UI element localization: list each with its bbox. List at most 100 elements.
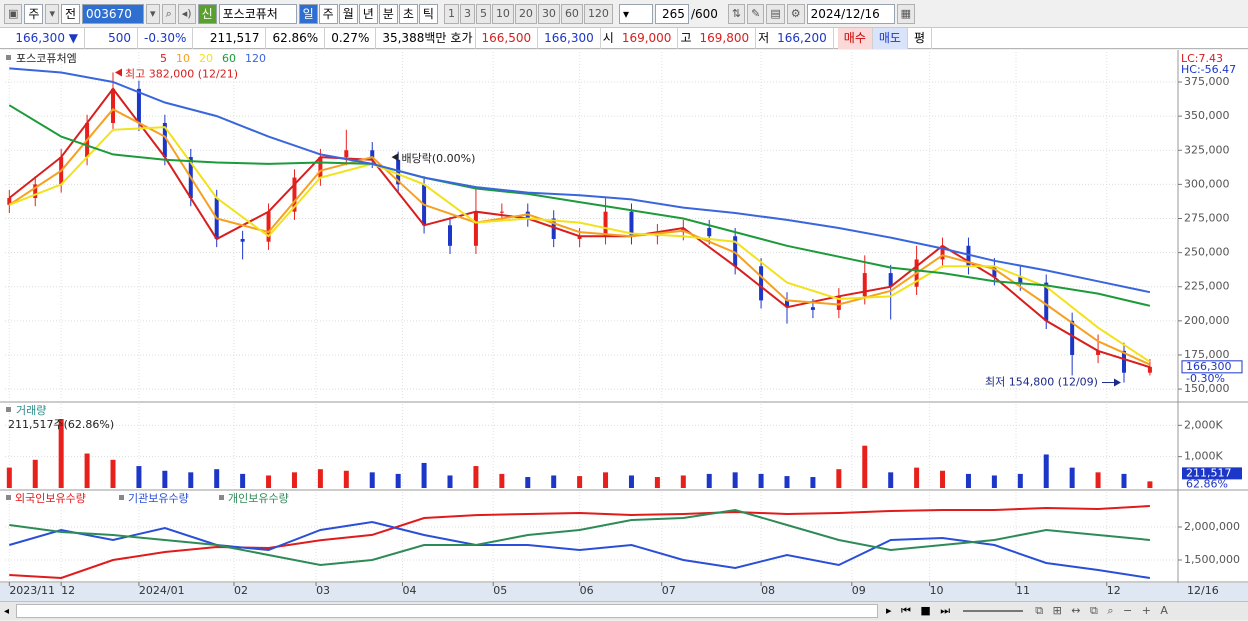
dropdown[interactable]: ▾ (146, 3, 160, 24)
scrollbar: ◂ ▸ ⏮ ■ ⏭ ⧉ ⊞ ↔ ⧉ ⌕ − + A (0, 601, 1248, 620)
interval-button[interactable]: 20 (514, 3, 537, 24)
annotation: 최고 382,000 (12/21) (125, 67, 238, 80)
y-tick-label: 325,000 (1184, 143, 1230, 156)
tool[interactable]: ⇅ (727, 3, 746, 24)
buy-button[interactable]: 매수 (837, 27, 873, 49)
period-button[interactable]: 분 (378, 3, 398, 24)
count-max: /600 (690, 6, 718, 21)
candle-body (499, 211, 504, 213)
date[interactable]: 2024/12/16 (806, 3, 895, 24)
candle-body (733, 236, 738, 267)
tool[interactable]: ✎ (747, 3, 765, 24)
tool[interactable]: ▤ (766, 3, 785, 24)
legend-icon (6, 55, 11, 60)
volume-bar (706, 473, 712, 488)
volume-bar (162, 470, 168, 488)
volume-bar (1147, 481, 1153, 488)
period-button[interactable]: 초 (398, 3, 418, 24)
change: 500 (85, 27, 138, 49)
x-tick-label: 08 (761, 584, 775, 597)
interval-group: 1 3 5 10 20 30 60 120 (443, 3, 613, 24)
search[interactable]: ⌕ (161, 3, 176, 24)
candle-body (292, 177, 297, 212)
y-tick-label: 150,000 (1184, 382, 1230, 395)
zoom-slider[interactable] (963, 610, 1024, 612)
period-main[interactable]: 주 (24, 3, 44, 24)
last-price-box (1181, 360, 1243, 374)
icon[interactable]: ▣ (4, 3, 23, 24)
interval-button[interactable]: 10 (491, 3, 514, 24)
y-tick-label: 2,000K (1184, 418, 1223, 431)
turnover: 0.27% (325, 27, 377, 49)
period-button[interactable]: 틱 (418, 3, 438, 24)
candle-body (992, 266, 997, 278)
new-badge: 신 (197, 3, 217, 24)
ask-label: 호가 (448, 27, 476, 49)
volume-bar (240, 473, 246, 488)
candle-body (448, 225, 453, 246)
count[interactable]: 265 (654, 3, 689, 24)
period-button[interactable]: 년 (358, 3, 378, 24)
x-tick-label: 02 (234, 584, 248, 597)
y-tick-label: 375,000 (1184, 75, 1230, 88)
legend-icon (6, 495, 11, 500)
y-tick-label: 200,000 (1184, 314, 1230, 327)
volume: 211,517 (193, 27, 267, 49)
settings[interactable]: ⚙ (786, 3, 805, 24)
y-tick-label: 175,000 (1184, 348, 1230, 361)
legend-entry: 60 (222, 52, 236, 65)
candle-body (162, 122, 167, 158)
legend-icon (219, 495, 224, 500)
playback[interactable]: ▸ ⏮ ■ ⏭ (886, 604, 954, 617)
x-tick-label: 05 (493, 584, 507, 597)
sell-button[interactable]: 매도 (872, 27, 908, 49)
interval-button[interactable]: 30 (537, 3, 560, 24)
volume-bar (732, 472, 738, 488)
volume-bar (654, 477, 660, 488)
period-button[interactable]: 월 (338, 3, 358, 24)
dropdown[interactable]: ▾ (618, 3, 653, 24)
interval-button[interactable]: 1 (443, 3, 459, 24)
x-tick-label: 11 (1016, 584, 1030, 597)
scroll-track[interactable] (16, 604, 878, 618)
candle-body (1018, 277, 1023, 283)
last-change: -0.30% (1186, 372, 1225, 385)
interval-button[interactable]: 60 (560, 3, 583, 24)
series-line (8, 87, 1151, 369)
volume-bar (188, 472, 194, 488)
tools[interactable]: ⧉ ⊞ ↔ ⧉ ⌕ − + A (1035, 604, 1171, 617)
interval-button[interactable]: 5 (475, 3, 491, 24)
period-button[interactable]: 주 (318, 3, 338, 24)
candle-body (1147, 366, 1152, 373)
y-tick-label: 350,000 (1184, 109, 1230, 122)
volume-bar (136, 466, 142, 488)
legend-entry: 외국인보유수량 (15, 492, 86, 505)
candle-body (629, 211, 634, 237)
volume-bar (32, 459, 38, 488)
x-axis-band (0, 583, 1248, 601)
eval-button[interactable]: 평 (908, 27, 933, 49)
candle-body (33, 184, 38, 199)
scroll-left[interactable]: ◂ (4, 605, 10, 617)
dropdown[interactable]: ▾ (45, 3, 59, 24)
volume-bar (628, 475, 634, 488)
x-tick-label: 10 (930, 584, 944, 597)
prefix[interactable]: 전 (60, 3, 81, 24)
stock-code[interactable]: 003670 (82, 3, 145, 24)
interval-button[interactable]: 120 (583, 3, 613, 24)
volume-bar (214, 469, 220, 488)
last-volume: 211,517 (1186, 466, 1232, 479)
sound[interactable]: ◂) (177, 3, 196, 24)
chart-title: 포스코퓨처엠 (16, 52, 77, 65)
background (0, 50, 1248, 601)
series-line (8, 126, 1151, 363)
volume-bar (499, 473, 505, 488)
last-volume-box (1182, 467, 1242, 480)
period-button[interactable]: 일 (298, 3, 318, 24)
legend-entry: 10 (176, 52, 190, 65)
interval-button[interactable]: 3 (459, 3, 475, 24)
last-ratio: 62.86% (1186, 477, 1228, 490)
calendar[interactable]: ▦ (896, 3, 916, 24)
